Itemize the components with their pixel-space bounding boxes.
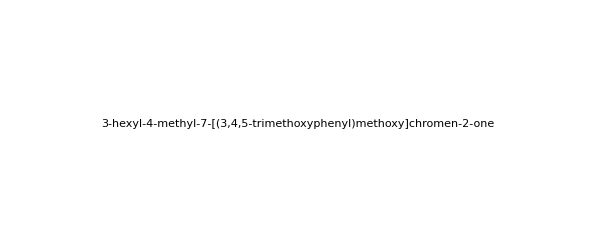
- Text: 3-hexyl-4-methyl-7-[(3,4,5-trimethoxyphenyl)methoxy]chromen-2-one: 3-hexyl-4-methyl-7-[(3,4,5-trimethoxyphe…: [101, 119, 495, 129]
